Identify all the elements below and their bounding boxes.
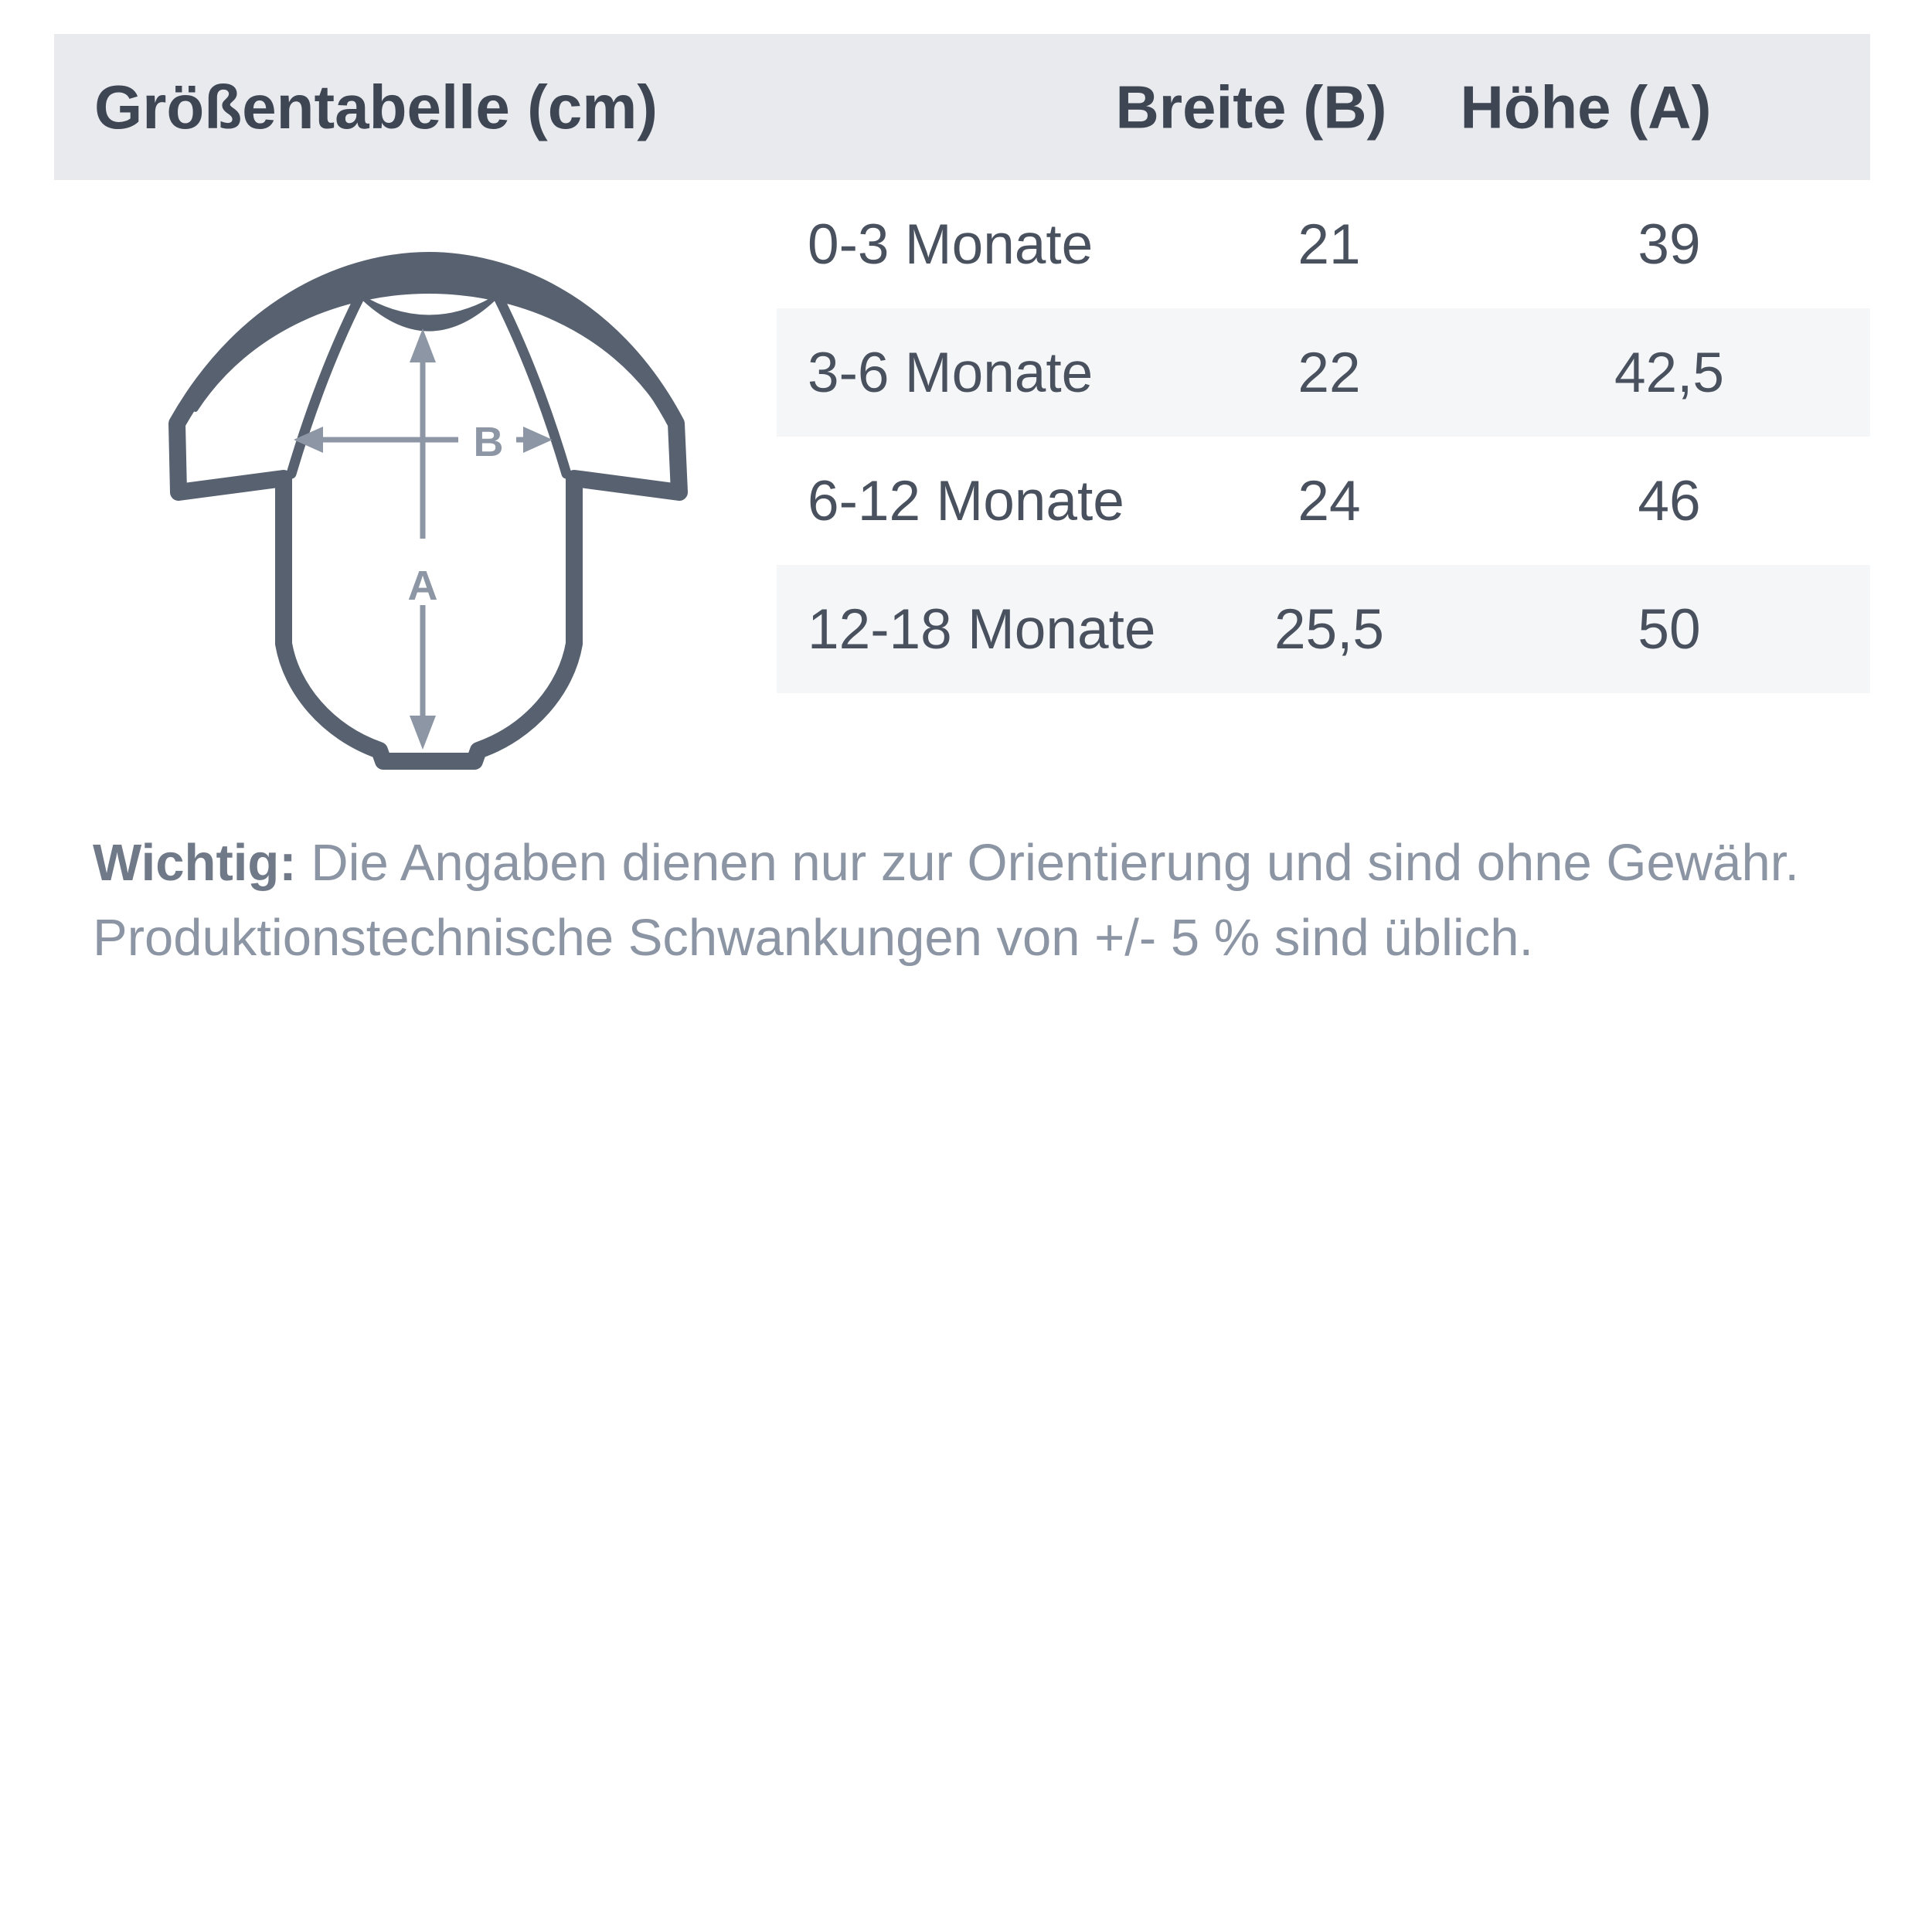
table-row: 0-3 Monate 21 39	[777, 180, 1870, 308]
size-table: 0-3 Monate 21 39 3-6 Monate 22 42,5 6-12…	[777, 180, 1870, 693]
breite-value-cell: 25,5	[1274, 597, 1385, 661]
table-row: 6-12 Monate 24 46	[777, 437, 1870, 565]
breite-value-cell: 22	[1298, 341, 1361, 404]
disclaimer-line-1: Wichtig: Die Angaben dienen nur zur Orie…	[93, 825, 1862, 900]
left-raglan-seam	[286, 292, 365, 479]
column-header-hoehe: Höhe (A)	[1460, 73, 1712, 141]
width-arrow-b	[294, 427, 553, 453]
height-arrow-a	[410, 328, 436, 750]
right-raglan-seam	[493, 292, 572, 479]
size-label-cell: 6-12 Monate	[808, 469, 1124, 532]
breite-value-cell: 24	[1298, 469, 1361, 532]
column-header-breite: Breite (B)	[1115, 73, 1387, 141]
disclaimer-note: Wichtig: Die Angaben dienen nur zur Orie…	[93, 825, 1862, 975]
breite-value-cell: 21	[1298, 213, 1361, 276]
bodysuit-outline-icon	[168, 252, 688, 770]
width-label-b: B	[474, 419, 504, 465]
hoehe-value-cell: 39	[1638, 213, 1701, 276]
size-label-cell: 3-6 Monate	[808, 341, 1094, 404]
size-label-cell: 0-3 Monate	[808, 213, 1094, 276]
baby-bodysuit-diagram: A B	[168, 252, 688, 770]
table-row: 3-6 Monate 22 42,5	[777, 308, 1870, 437]
table-row: 12-18 Monate 25,5 50	[777, 565, 1870, 693]
disclaimer-text-1: Die Angaben dienen nur zur Orientierung …	[296, 834, 1799, 892]
disclaimer-line-2: Produktionstechnische Schwankungen von +…	[93, 909, 1534, 967]
hoehe-value-cell: 50	[1638, 597, 1701, 661]
chart-title: Größentabelle (cm)	[94, 72, 658, 141]
shoulder-band-icon	[193, 260, 665, 412]
height-label-a: A	[408, 563, 438, 609]
size-label-cell: 12-18 Monate	[808, 597, 1156, 661]
hoehe-value-cell: 42,5	[1614, 341, 1725, 404]
disclaimer-label: Wichtig:	[93, 834, 297, 892]
hoehe-value-cell: 46	[1638, 469, 1701, 532]
size-chart-header: Größentabelle (cm) Breite (B) Höhe (A)	[54, 34, 1870, 180]
